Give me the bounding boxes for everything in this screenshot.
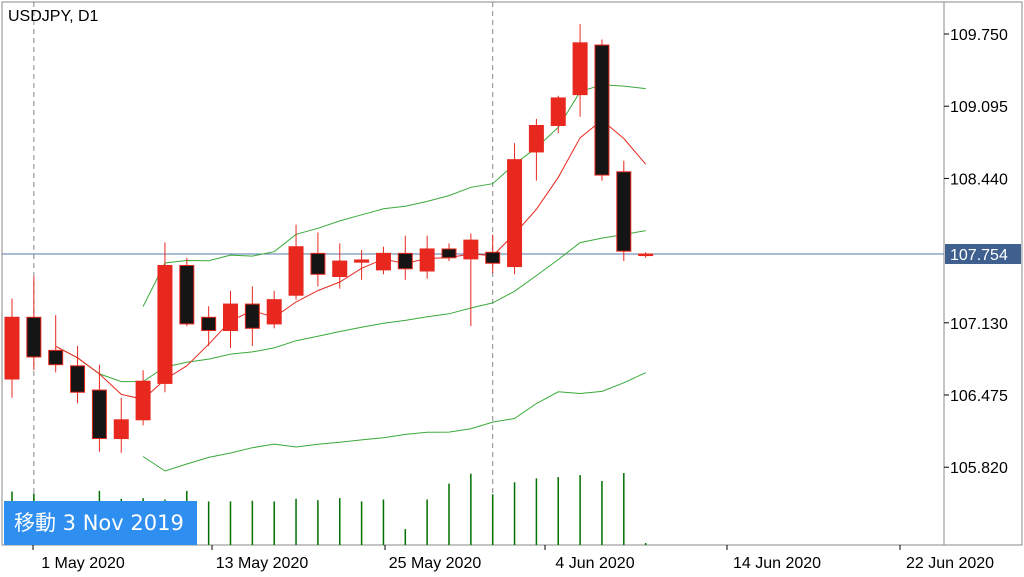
current-price-label: 107.754 — [950, 247, 1008, 264]
candle[interactable] — [223, 290, 238, 349]
bear-candle-body — [244, 303, 260, 329]
candle[interactable] — [463, 233, 479, 327]
bear-candle-body — [201, 316, 217, 332]
bear-candle-body — [310, 252, 326, 275]
candle[interactable] — [354, 250, 370, 280]
candle[interactable] — [528, 118, 544, 181]
bull-candle-body — [135, 380, 151, 421]
bull-candle-body — [507, 159, 523, 268]
bull-candle-body — [223, 303, 238, 332]
candle[interactable] — [244, 286, 260, 346]
candle[interactable] — [507, 143, 523, 275]
middle-band-line — [55, 230, 646, 383]
bull-candle-body — [332, 260, 348, 278]
bear-candle-body — [70, 365, 86, 393]
grid-layer — [1, 1, 1023, 546]
bear-candle-body — [26, 316, 42, 358]
candle[interactable] — [113, 397, 129, 453]
bull-candle-body — [375, 252, 391, 271]
candle[interactable] — [135, 370, 151, 426]
candle[interactable] — [550, 95, 566, 134]
candle[interactable] — [485, 234, 501, 274]
candle[interactable] — [572, 24, 588, 117]
candle[interactable] — [4, 298, 20, 398]
goto-date-button[interactable]: 移動 3 Nov 2019 — [4, 501, 197, 545]
bull-candle-body — [528, 124, 544, 153]
candlestick-series[interactable] — [4, 24, 654, 453]
bear-candle-body — [594, 44, 610, 176]
candle[interactable] — [266, 290, 282, 329]
bull-candle-body — [157, 264, 173, 384]
bear-candle-body — [48, 349, 64, 366]
date-tick-label: 4 Jun 2020 — [555, 555, 634, 572]
bull-candle-body — [288, 246, 304, 296]
candle[interactable] — [179, 257, 195, 327]
candle[interactable] — [616, 160, 632, 262]
bull-candle-body — [419, 248, 435, 272]
price-tick-label: 108.440 — [950, 171, 1008, 188]
axis-layer: 109.750 109.095 108.440 107.130 106.475 105.8… — [32, 27, 1021, 572]
date-tick-label: 14 Jun 2020 — [733, 555, 821, 572]
date-tick-label: 22 Jun 2020 — [906, 555, 994, 572]
bear-candle-body — [179, 264, 195, 325]
price-tick-label: 106.475 — [950, 388, 1008, 405]
candle[interactable] — [91, 364, 107, 452]
candle[interactable] — [332, 243, 348, 289]
bull-candle-body — [550, 97, 566, 126]
date-tick-label: 1 May 2020 — [41, 555, 125, 572]
candle[interactable] — [26, 276, 42, 371]
bear-candle-body — [485, 251, 501, 264]
bull-candle-body — [638, 253, 654, 257]
bull-candle-body — [4, 316, 20, 380]
candle[interactable] — [201, 306, 217, 346]
bull-candle-body — [463, 239, 479, 260]
bear-candle-body — [91, 389, 107, 440]
price-tick-label: 105.820 — [950, 460, 1008, 477]
price-tick-label: 109.095 — [950, 99, 1008, 116]
candle[interactable] — [375, 246, 391, 275]
price-tick-label: 107.130 — [950, 316, 1008, 333]
bull-candle-body — [354, 259, 370, 263]
bear-candle-body — [397, 252, 413, 270]
upper-band-line — [142, 84, 646, 307]
moving-average-line — [55, 119, 647, 400]
symbol-timeframe-label: USDJPY, D1 — [8, 8, 99, 25]
current-price-tag-bg — [945, 244, 1021, 265]
candle[interactable] — [288, 224, 304, 300]
bull-candle-body — [113, 419, 129, 440]
bull-candle-body — [266, 299, 282, 325]
candle[interactable] — [441, 243, 457, 262]
candle[interactable] — [48, 315, 64, 373]
candle[interactable] — [310, 232, 326, 287]
bear-candle-body — [616, 171, 632, 252]
candle[interactable] — [594, 39, 610, 181]
candle[interactable] — [397, 235, 413, 280]
date-tick-label: 13 May 2020 — [216, 555, 309, 572]
candle[interactable] — [638, 252, 654, 258]
chart-frame — [1, 1, 1023, 546]
price-tick-label: 109.750 — [950, 27, 1008, 44]
date-tick-label: 25 May 2020 — [389, 555, 482, 572]
lower-band-line — [142, 372, 646, 472]
candle[interactable] — [419, 235, 435, 279]
candle[interactable] — [157, 242, 173, 393]
bear-candle-body — [441, 248, 457, 259]
candle[interactable] — [70, 345, 86, 404]
current-price-tag: 107.754 — [945, 244, 1021, 265]
bull-candle-body — [572, 42, 588, 96]
